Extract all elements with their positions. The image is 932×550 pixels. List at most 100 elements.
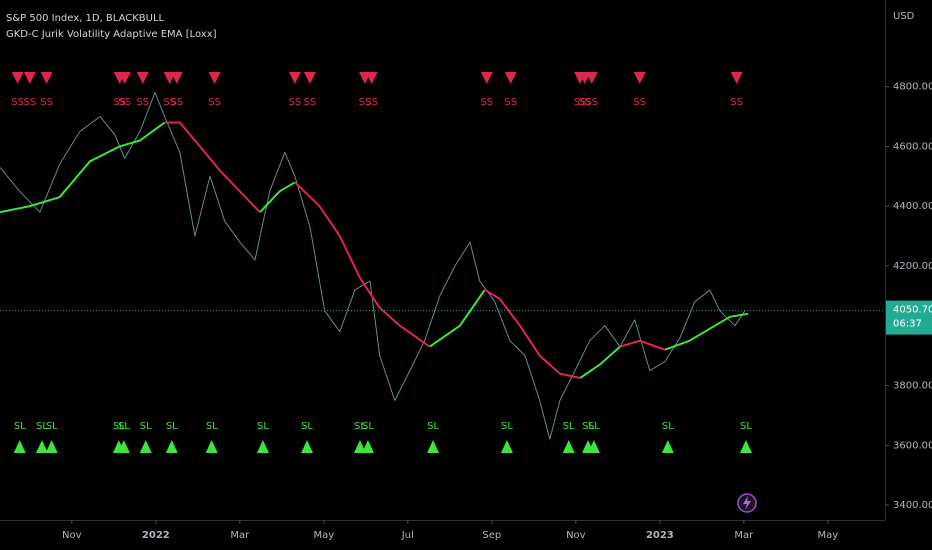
short-signal-label: SS [633,97,646,108]
short-signal-label: SS [480,97,493,108]
x-tick-label: May [818,530,839,541]
x-tick-label: Nov [62,530,82,541]
y-tick-label: 4400.00 [893,201,932,212]
long-signal-label: SL [166,421,178,432]
long-signal [165,440,178,453]
short-signal-label: SS [359,97,372,108]
short-signal [118,72,131,84]
short-signal-label: SS [23,97,36,108]
long-signal-label: SL [36,421,48,432]
long-signal-label: SL [257,421,269,432]
short-signal [504,72,517,84]
y-tick-label: 3600.00 [893,440,932,451]
ema-line [259,181,296,213]
short-signal-label: SS [304,97,317,108]
short-signal-label: SS [163,97,176,108]
y-tick-label: 3400.00 [893,500,932,511]
long-signal-label: SL [582,421,594,432]
chart-title: S&P 500 Index, 1D, BLACKBULL [6,13,165,24]
ema-line [579,345,621,379]
short-signal [365,72,378,84]
long-signal-label: SL [118,421,130,432]
long-signal [661,440,674,453]
long-signal-label: SL [740,421,752,432]
long-signal [500,440,513,453]
long-signal [256,440,269,453]
short-signal-label: SS [585,97,598,108]
x-tick-label: Mar [734,530,754,541]
price-line [0,92,746,440]
x-tick-label: Nov [566,530,586,541]
plot-area [0,72,752,453]
short-signal-label: SS [118,97,131,108]
long-signal [45,440,58,453]
short-signal [303,72,316,84]
x-tick-label: 2023 [646,530,674,541]
long-signal-label: SL [354,421,366,432]
long-signal [205,440,218,453]
long-signal [353,440,366,453]
long-signal [361,440,374,453]
short-signal-label: SS [208,97,221,108]
y-tick-label: 4800.00 [893,82,932,93]
countdown-label: 06:37 [893,319,922,330]
long-signal-label: SL [140,421,152,432]
short-signal [23,72,36,84]
short-signal [633,72,646,84]
short-signal-label: SS [504,97,517,108]
x-tick-label: Sep [482,530,501,541]
status-icon[interactable] [737,493,757,513]
y-axis-unit: USD [893,11,915,22]
ema-line [294,181,431,348]
y-tick-label: 4600.00 [893,141,932,152]
long-signal [587,440,600,453]
ema-line [429,289,486,348]
ema-line [664,312,749,351]
short-signal [136,72,149,84]
long-signal [301,440,314,453]
ema-line [164,121,261,213]
short-signal-label: SS [578,97,591,108]
x-tick-label: Mar [230,530,250,541]
short-signal-label: SS [113,97,126,108]
long-signal [36,440,49,453]
ema-line [619,339,666,351]
short-signal [208,72,221,84]
short-signal-label: SS [574,97,587,108]
long-signal [427,440,440,453]
long-signal-label: SL [563,421,575,432]
y-tick-label: 4200.00 [893,261,932,272]
long-signal-label: SL [427,421,439,432]
long-signal-label: SL [501,421,513,432]
long-signal-label: SL [206,421,218,432]
last-price-label: 4050.70 [893,305,932,316]
short-signal-label: SS [11,97,24,108]
long-signal-label: SL [46,421,58,432]
short-signal [480,72,493,84]
short-signal [11,72,24,84]
short-signal-label: SS [40,97,53,108]
long-signal-label: SL [662,421,674,432]
short-signal-label: SS [289,97,302,108]
short-signal [730,72,743,84]
x-tick-label: May [313,530,334,541]
last-price-box [886,300,932,335]
long-signal [139,440,152,453]
long-signal-label: SL [113,421,125,432]
x-tick-label: 2022 [142,530,170,541]
short-signal [288,72,301,84]
x-tick-label: Jul [401,530,414,541]
long-signal-label: SL [14,421,26,432]
short-signal [170,72,183,84]
y-tick-label: 3800.00 [893,381,932,392]
short-signal-label: SS [365,97,378,108]
long-signal-label: SL [301,421,313,432]
long-signal-label: SL [362,421,374,432]
short-signal-label: SS [730,97,743,108]
long-signal-label: SL [588,421,600,432]
indicator-title: GKD-C Jurik Volatility Adaptive EMA [Lox… [6,29,217,40]
short-signal [40,72,53,84]
